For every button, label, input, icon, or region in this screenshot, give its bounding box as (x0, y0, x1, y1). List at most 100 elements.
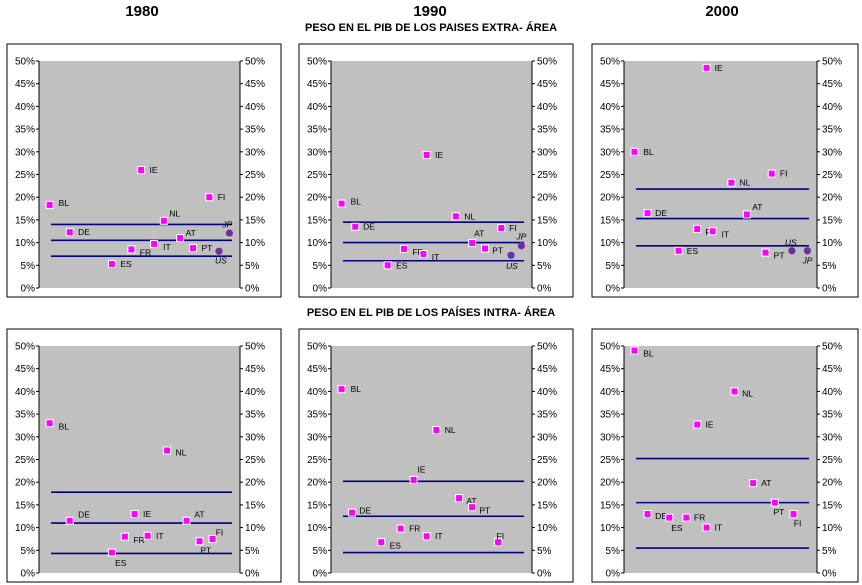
y-tick-label-left: 35% (15, 125, 35, 136)
point-label: US (215, 255, 227, 265)
y-tick-label-right: 50% (537, 57, 557, 68)
point-marker (761, 248, 770, 257)
point-marker (767, 169, 776, 178)
y-tick-label-right: 15% (537, 500, 557, 511)
point-label: AT (761, 478, 771, 488)
point-marker (643, 509, 652, 518)
point-marker (383, 261, 392, 270)
y-tick-label-right: 35% (822, 410, 842, 421)
y-tick-label-right: 50% (822, 57, 842, 68)
y-tick-label-right: 25% (822, 455, 842, 466)
y-tick-label-right: 0% (822, 284, 837, 295)
y-tick-label-right: 45% (537, 79, 557, 90)
point-label: FR (412, 247, 423, 257)
point-marker (396, 524, 405, 533)
y-tick-label-left: 30% (600, 432, 620, 443)
y-tick-label-left: 25% (307, 170, 327, 181)
y-tick-label-right: 40% (822, 102, 842, 113)
y-tick-label-left: 15% (307, 215, 327, 226)
y-tick-label-left: 15% (600, 500, 620, 511)
point-label: IT (435, 531, 443, 541)
y-tick-label-left: 5% (21, 546, 36, 557)
point-marker (727, 178, 736, 187)
y-tick-label-right: 35% (245, 410, 265, 421)
y-tick-label-right: 50% (822, 342, 842, 353)
point-marker (422, 150, 431, 159)
point-marker (702, 63, 711, 72)
point-label: PT (773, 507, 784, 517)
y-tick-label-left: 40% (307, 387, 327, 398)
y-tick-label-right: 10% (537, 238, 557, 249)
y-tick-label-left: 50% (15, 57, 35, 68)
y-tick-label-left: 45% (15, 79, 35, 90)
plot-area (331, 61, 532, 288)
y-tick-label-right: 30% (245, 432, 265, 443)
y-tick-label-left: 25% (600, 455, 620, 466)
y-tick-label-right: 20% (245, 193, 265, 204)
y-tick-label-left: 20% (307, 478, 327, 489)
y-tick-label-right: 0% (245, 569, 260, 580)
y-tick-label-left: 35% (307, 410, 327, 421)
y-tick-label-left: 40% (15, 102, 35, 113)
y-tick-label-right: 45% (245, 364, 265, 375)
point-marker (789, 509, 798, 518)
point-label: DE (78, 227, 90, 237)
point-label: AT (194, 510, 204, 520)
point-label: BL (351, 384, 362, 394)
plot-area (331, 346, 532, 573)
point-label: IT (715, 523, 723, 533)
y-tick-label-left: 10% (600, 523, 620, 534)
y-tick-label-right: 25% (822, 170, 842, 181)
y-tick-label-left: 45% (307, 364, 327, 375)
y-tick-label-right: 30% (822, 432, 842, 443)
point-marker (494, 538, 503, 547)
y-tick-label-left: 35% (307, 125, 327, 136)
y-tick-label-right: 35% (245, 125, 265, 136)
point-label: PT (774, 251, 785, 261)
point-marker (137, 165, 146, 174)
y-tick-label-left: 50% (307, 57, 327, 68)
point-label: ES (115, 558, 127, 568)
point-label: DE (363, 222, 375, 232)
chart-2000-intra-area: 0% 0% 5% 5% 10% 10% 15% 15% 20% 20% 25% 25% 30% 30% 35… (591, 328, 859, 583)
point-label: IE (150, 165, 158, 175)
y-tick-label-left: 45% (15, 364, 35, 375)
y-tick-label-left: 30% (307, 432, 327, 443)
y-tick-label-right: 0% (245, 284, 260, 295)
y-tick-label-left: 15% (307, 500, 327, 511)
point-label: PT (200, 546, 211, 556)
y-tick-label-right: 5% (822, 261, 837, 272)
point-marker (630, 147, 639, 156)
point-marker (195, 537, 204, 546)
y-tick-label-left: 5% (21, 261, 36, 272)
y-tick-label-left: 40% (307, 102, 327, 113)
point-marker-round (507, 251, 515, 259)
y-tick-label-right: 35% (537, 410, 557, 421)
y-tick-label-left: 10% (15, 238, 35, 249)
point-marker (377, 538, 386, 547)
row-title-intra-area: PESO EN EL PIB DE LOS PAÍSES INTRA- ÁREA (306, 307, 556, 319)
point-marker (665, 513, 674, 522)
point-label: BL (643, 349, 654, 359)
point-marker (409, 475, 418, 484)
y-tick-label-left: 50% (600, 342, 620, 353)
y-tick-label-right: 10% (822, 523, 842, 534)
chart-2000-extra-area: 0% 0% 5% 5% 10% 10% 15% 15% 20% 20% 25% 25% 30% 30% 35… (591, 43, 859, 298)
y-tick-label-left: 50% (600, 57, 620, 68)
point-marker (419, 249, 428, 258)
point-label: NL (445, 425, 456, 435)
point-label: ES (687, 246, 699, 256)
plot-area (624, 61, 817, 288)
y-tick-label-right: 20% (537, 478, 557, 489)
y-tick-label-left: 45% (307, 79, 327, 90)
point-marker (45, 419, 54, 428)
y-tick-label-left: 45% (600, 79, 620, 90)
point-marker (432, 425, 441, 434)
y-tick-label-left: 35% (600, 410, 620, 421)
point-label: ES (671, 523, 683, 533)
y-tick-label-right: 25% (537, 170, 557, 181)
point-marker (742, 210, 751, 219)
point-label: BL (643, 147, 654, 157)
point-label: FR (140, 248, 151, 258)
y-tick-label-left: 40% (15, 387, 35, 398)
